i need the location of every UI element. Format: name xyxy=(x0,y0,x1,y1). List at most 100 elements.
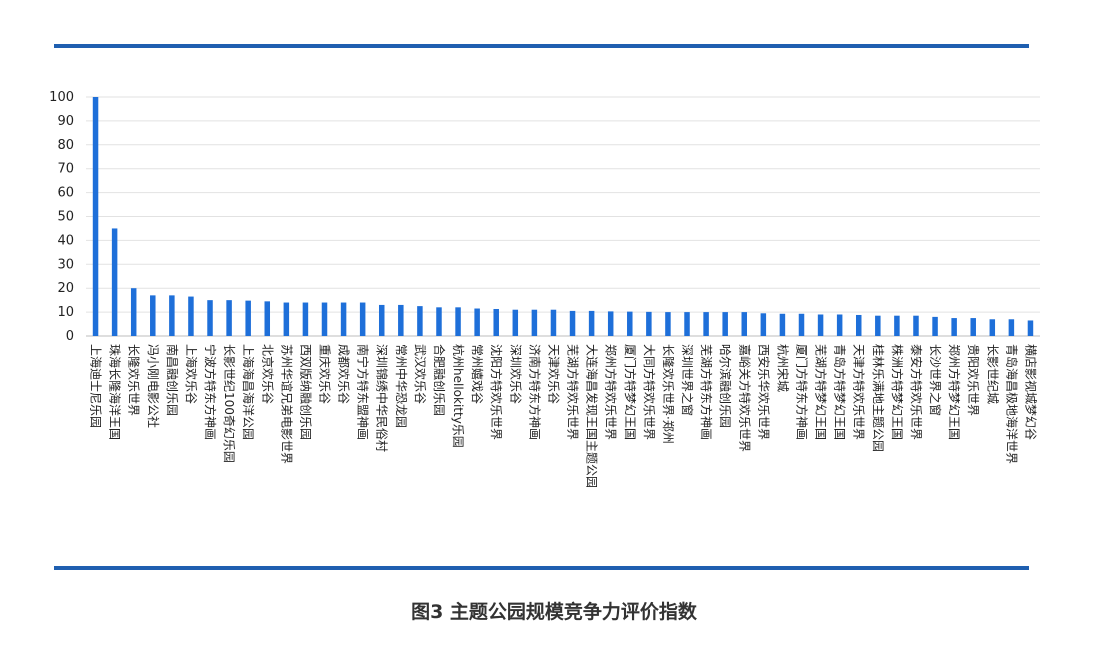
bar xyxy=(493,308,499,336)
bar xyxy=(321,302,328,336)
bar xyxy=(817,314,824,336)
x-tick-label: 天津方特欢乐世界 xyxy=(852,344,867,440)
x-tick-label: 宁波方特东方神画 xyxy=(203,344,218,440)
gridlines xyxy=(86,96,1040,337)
x-tick-label: 芜湖方特欢乐世界 xyxy=(566,344,581,440)
y-tick-label: 50 xyxy=(57,210,74,225)
y-tick-label: 80 xyxy=(57,138,74,153)
bar xyxy=(283,302,290,336)
x-tick-label: 横店影视城梦幻谷 xyxy=(1023,344,1038,440)
bar xyxy=(970,318,976,336)
x-tick-label: 长影世纪100奇幻乐园 xyxy=(222,344,236,463)
x-tick-label: 青岛海昌极地海洋世界 xyxy=(1004,344,1019,464)
y-tick-label: 40 xyxy=(57,233,74,248)
bar xyxy=(207,300,213,336)
bar xyxy=(1008,319,1015,336)
bar xyxy=(875,315,881,336)
x-tick-label: 苏州华谊兄弟电影世界 xyxy=(279,344,294,464)
x-tick-label: 芜湖方特东方神画 xyxy=(699,344,714,440)
bar xyxy=(1027,320,1034,336)
x-tick-label: 长隆欢乐世界 xyxy=(127,344,142,416)
x-tick-label: 长沙世界之窗 xyxy=(928,344,942,416)
y-tick-label: 10 xyxy=(57,305,74,320)
x-tick-label: 西双版纳融创乐园 xyxy=(298,344,312,440)
y-tick-label: 70 xyxy=(57,162,74,177)
y-tick-label: 100 xyxy=(49,90,74,105)
x-tick-label: 济南方特东方神画 xyxy=(527,344,542,440)
bar xyxy=(913,315,919,336)
bar xyxy=(607,311,614,336)
x-tick-label: 厦门方特梦幻王国 xyxy=(623,344,638,440)
bar xyxy=(417,306,423,336)
x-axis-labels: 上海迪士尼乐园 珠海长隆海洋王国 长隆欢乐世界 冯小刚电影公社 南昌融创乐园 上海欢乐谷宁… xyxy=(89,344,1039,488)
x-tick-label: 上海欢乐谷 xyxy=(184,344,199,404)
x-tick-label: 天津欢乐谷 xyxy=(546,344,561,404)
x-tick-label: 珠海长隆海洋王国 xyxy=(108,344,123,440)
bar xyxy=(188,296,194,336)
bar xyxy=(169,295,175,336)
bar xyxy=(932,316,938,336)
x-tick-label: 南宁方特东盟神画 xyxy=(356,344,371,440)
y-tick-label: 90 xyxy=(57,114,74,129)
x-tick-label: 常州嬉戏谷 xyxy=(470,344,484,404)
x-tick-label: 南昌融创乐园 xyxy=(165,344,180,416)
bar xyxy=(627,311,633,336)
x-tick-label: 贵阳欢乐世界 xyxy=(966,344,981,416)
bar xyxy=(722,312,728,336)
bar xyxy=(455,307,461,336)
bars xyxy=(92,97,1034,336)
x-tick-label: 大同方特欢乐世界 xyxy=(642,344,657,440)
x-tick-label: 深圳世界之窗 xyxy=(680,344,694,416)
x-tick-label: 长隆欢乐世界·郑州 xyxy=(661,344,676,444)
x-tick-label: 常州中华恐龙园 xyxy=(394,344,409,428)
x-tick-label: 大连海昌发现王国主题公园 xyxy=(585,344,600,488)
x-tick-label: 北京欢乐谷 xyxy=(260,344,275,404)
bar xyxy=(550,309,557,336)
x-tick-label: 杭州宋城 xyxy=(775,344,790,392)
bar xyxy=(150,295,156,336)
y-tick-label: 60 xyxy=(57,186,74,201)
figure-caption: 图3 主题公园规模竞争力评价指数 xyxy=(411,601,697,623)
x-tick-label: 西安乐华欢乐世界 xyxy=(756,344,771,440)
x-tick-label: 泰安方特欢乐世界 xyxy=(909,344,924,440)
y-tick-label: 0 xyxy=(66,329,74,344)
x-tick-label: 嘉峪关方特欢乐世界 xyxy=(737,344,752,452)
y-axis-ticks: 0 10 20 30 40 50 60 70 80 90 100 xyxy=(49,90,74,344)
x-tick-label: 上海迪士尼乐园 xyxy=(89,344,104,428)
x-tick-label: 合肥融创乐园 xyxy=(432,344,447,416)
x-tick-label: 深圳锦绣中华民俗村 xyxy=(375,344,390,452)
bar xyxy=(665,312,671,336)
bar xyxy=(531,309,538,336)
x-tick-label: 哈尔滨融创乐园 xyxy=(718,344,733,428)
x-tick-label: 冯小刚电影公社 xyxy=(146,344,161,428)
bar xyxy=(569,310,576,336)
y-tick-label: 20 xyxy=(57,281,74,296)
bar xyxy=(588,310,595,336)
bottom-rule xyxy=(54,566,1029,570)
x-tick-label: 沈阳方特欢乐世界 xyxy=(489,344,504,440)
bar xyxy=(302,302,309,336)
bar xyxy=(474,308,480,336)
bar xyxy=(646,311,652,336)
bar xyxy=(264,301,271,336)
x-tick-label: 桂林乐满地主题公园 xyxy=(871,344,886,452)
x-tick-label: 郑州方特梦幻王国 xyxy=(947,344,962,440)
x-tick-label: 青岛方特梦幻王国 xyxy=(833,344,848,440)
bar xyxy=(512,309,519,336)
bar xyxy=(111,228,118,336)
y-tick-label: 30 xyxy=(57,257,74,272)
x-tick-label: 株洲方特梦幻王国 xyxy=(890,344,905,440)
x-tick-label: 成都欢乐谷 xyxy=(337,344,352,404)
bar xyxy=(779,313,786,336)
bar xyxy=(130,288,137,336)
bar xyxy=(378,304,385,336)
bar xyxy=(836,314,843,336)
x-tick-label: 深圳欢乐谷 xyxy=(508,344,523,404)
bar xyxy=(359,302,366,336)
x-tick-label: 长影世纪城 xyxy=(985,344,999,404)
x-tick-label: 武汉欢乐谷 xyxy=(413,344,428,404)
bar xyxy=(436,307,442,336)
bar xyxy=(684,312,690,336)
x-tick-label: 上海海昌海洋公园 xyxy=(241,344,256,440)
